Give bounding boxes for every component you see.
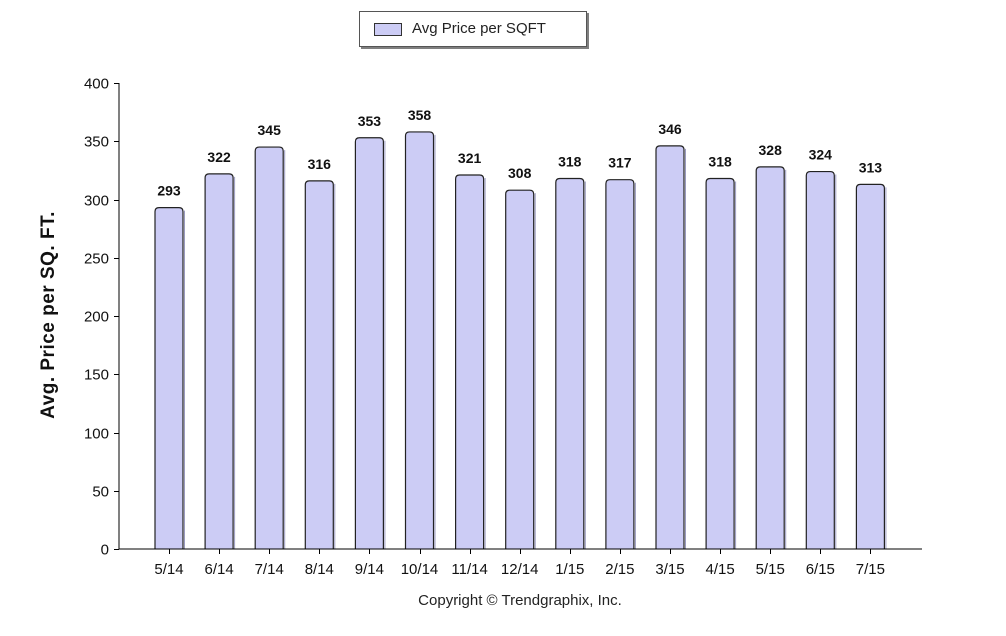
bar <box>354 137 384 549</box>
x-tick-label: 10/14 <box>401 561 439 578</box>
data-label: 324 <box>809 147 833 163</box>
copyright-text: Copyright © Trendgraphix, Inc. <box>418 592 622 609</box>
y-tick-label: 50 <box>92 484 109 501</box>
y-tick-label: 100 <box>84 426 109 443</box>
labels-group: 0 50 100 150 200 250 300 350 400 293 5/14 322 6/14 34… <box>84 76 885 579</box>
y-tick-label: 0 <box>101 542 109 559</box>
y-tick-label: 300 <box>84 193 109 210</box>
bars-group <box>154 131 887 549</box>
y-tick-label: 200 <box>84 309 109 326</box>
data-label: 346 <box>658 121 682 137</box>
bar <box>154 207 184 549</box>
x-tick-label: 12/14 <box>501 561 539 578</box>
x-tick-label: 11/14 <box>451 561 487 578</box>
data-label: 317 <box>608 155 632 171</box>
data-label: 328 <box>759 142 783 158</box>
bar <box>505 189 535 549</box>
y-tick-label: 250 <box>84 251 109 268</box>
data-label: 345 <box>258 122 282 138</box>
data-label: 321 <box>458 150 482 166</box>
data-label: 318 <box>558 154 582 170</box>
data-label: 358 <box>408 107 432 123</box>
bar <box>705 177 735 549</box>
x-tick-label: 6/15 <box>806 561 835 578</box>
x-tick-label: 3/15 <box>655 561 684 578</box>
y-tick-label: 400 <box>84 76 109 93</box>
legend-label: Avg Price per SQFT <box>412 20 546 37</box>
data-label: 313 <box>859 159 883 175</box>
legend-swatch <box>374 23 402 36</box>
legend: Avg Price per SQFT <box>359 11 587 47</box>
bar <box>605 179 635 549</box>
x-tick-label: 2/15 <box>605 561 634 578</box>
bar <box>805 170 835 549</box>
bar <box>204 173 234 549</box>
x-tick-label: 4/15 <box>705 561 734 578</box>
data-label: 353 <box>358 113 382 129</box>
axes-group <box>114 83 922 554</box>
data-label: 308 <box>508 165 532 181</box>
data-label: 316 <box>308 156 332 172</box>
bar <box>555 177 585 549</box>
x-tick-label: 5/14 <box>154 561 183 578</box>
y-tick-label: 150 <box>84 367 109 384</box>
x-tick-label: 8/14 <box>305 561 334 578</box>
data-label: 318 <box>708 154 732 170</box>
bar <box>855 183 885 549</box>
bar <box>304 180 334 549</box>
data-label: 322 <box>207 149 231 165</box>
x-tick-label: 1/15 <box>555 561 584 578</box>
x-tick-label: 7/14 <box>255 561 284 578</box>
x-tick-label: 9/14 <box>355 561 384 578</box>
x-tick-label: 5/15 <box>756 561 785 578</box>
bar <box>655 145 685 549</box>
x-tick-label: 6/14 <box>204 561 233 578</box>
bar <box>755 166 785 549</box>
bar <box>404 131 435 549</box>
bar <box>254 146 284 549</box>
y-tick-label: 350 <box>84 134 109 151</box>
bar <box>455 174 485 549</box>
data-label: 293 <box>157 183 181 199</box>
y-axis-title: Avg. Price per SQ. FT. <box>38 211 59 419</box>
x-tick-label: 7/15 <box>856 561 885 578</box>
